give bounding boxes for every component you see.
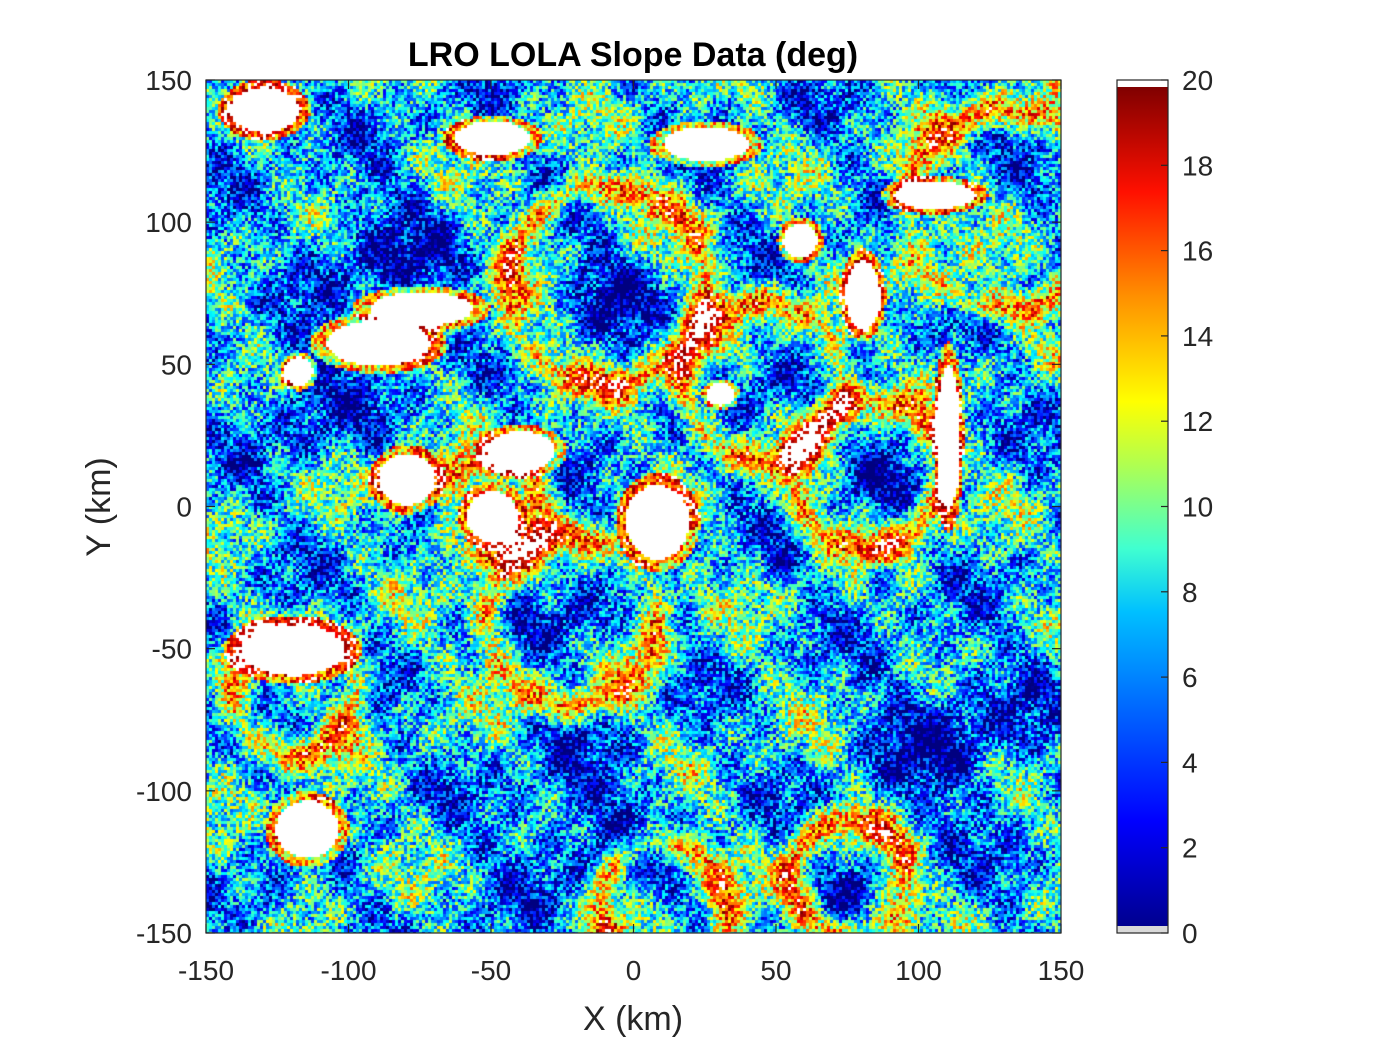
y-tick-label: -150 [136, 918, 192, 949]
colorbar-tick-label: 12 [1182, 406, 1213, 437]
colorbar-gradient [1117, 87, 1168, 926]
colorbar-tick-label: 14 [1182, 321, 1213, 352]
slope-heatmap [206, 80, 1061, 933]
x-tick-label: 150 [1038, 955, 1085, 986]
colorbar-tick-label: 18 [1182, 150, 1213, 181]
colorbar-tick-label: 2 [1182, 833, 1198, 864]
colorbar-ticks: 0 2 4 6 8 10 12 14 16 18 20 [1161, 65, 1213, 949]
y-tick-label: 50 [161, 349, 192, 380]
colorbar-tick-label: 16 [1182, 236, 1213, 267]
x-axis-label: X (km) [583, 1000, 683, 1038]
colorbar-tick-label: 20 [1182, 65, 1213, 96]
colorbar-tick-label: 0 [1182, 918, 1198, 949]
y-axis-label: Y (km) [80, 457, 118, 556]
y-tick-label: 150 [145, 65, 192, 96]
y-tick-label: -100 [136, 776, 192, 807]
colorbar-tick-label: 6 [1182, 662, 1198, 693]
x-axis: -150 -100 -50 0 50 100 150 [178, 80, 1084, 986]
colorbar-under-swatch [1117, 926, 1168, 933]
chart-title: LRO LOLA Slope Data (deg) [408, 36, 858, 74]
x-tick-label: -100 [320, 955, 376, 986]
x-tick-label: 100 [895, 955, 942, 986]
colorbar-tick-label: 10 [1182, 492, 1213, 523]
colorbar-over-swatch [1117, 80, 1168, 87]
x-tick-label: 0 [626, 955, 642, 986]
colorbar-tick-label: 8 [1182, 577, 1198, 608]
x-tick-label: -150 [178, 955, 234, 986]
y-tick-label: 0 [176, 492, 192, 523]
y-tick-label: -50 [152, 634, 192, 665]
colorbar-tick-label: 4 [1182, 747, 1198, 778]
plot-area [205, 79, 1062, 934]
x-tick-label: 50 [760, 955, 791, 986]
x-tick-label: -50 [471, 955, 511, 986]
y-axis: -150 -100 -50 0 50 100 150 [136, 65, 1061, 949]
colorbar: 0 2 4 6 8 10 12 14 16 18 20 [1116, 65, 1213, 949]
y-tick-label: 100 [145, 207, 192, 238]
